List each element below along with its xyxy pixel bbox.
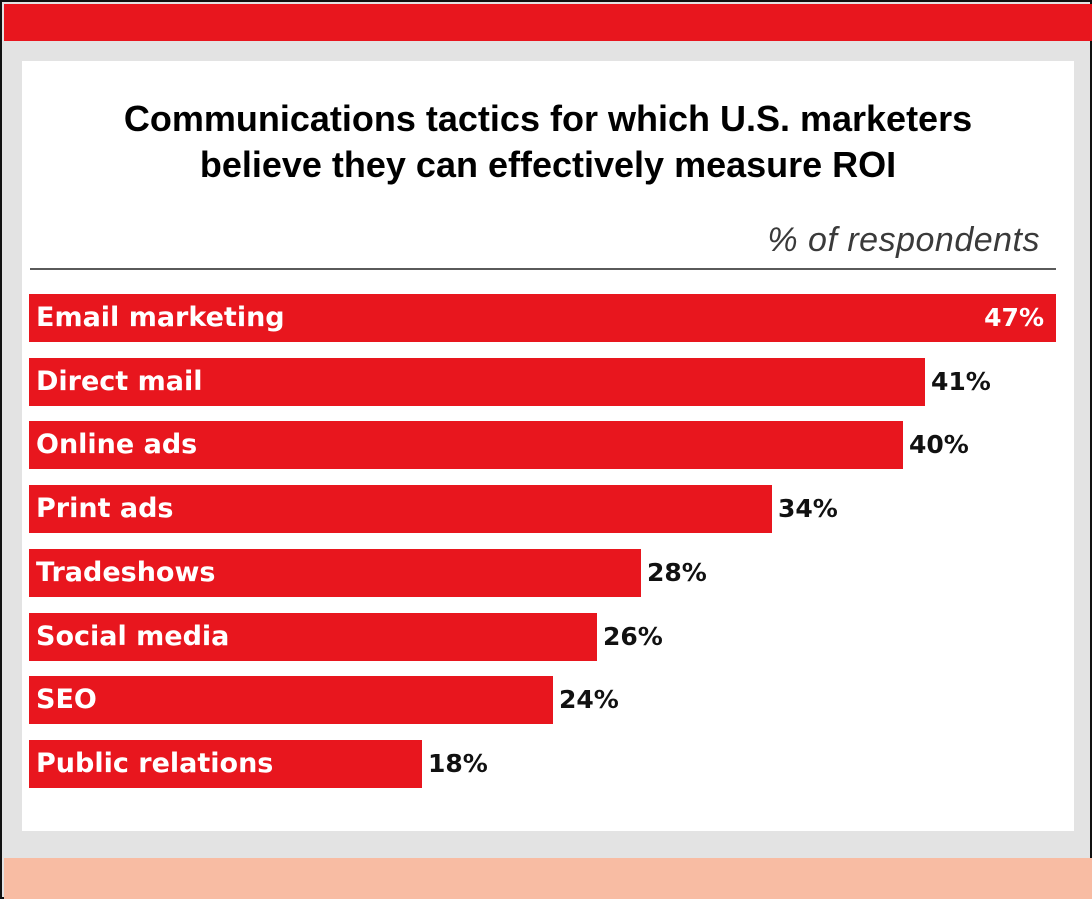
chart-title-line-1: Communications tactics for which U.S. ma… xyxy=(123,98,973,139)
bar-label-public-relations: Public relations xyxy=(36,748,274,779)
bar-value-direct-mail: 41% xyxy=(931,367,991,396)
bar-value-seo: 24% xyxy=(559,685,619,714)
bar-chart-area: Email marketing 47% Direct mail 41% Online a… xyxy=(22,61,1074,831)
bar-label-email-marketing: Email marketing xyxy=(36,302,285,333)
bar-online-ads xyxy=(29,421,903,469)
bar-label-seo: SEO xyxy=(36,684,97,715)
bar-value-public-relations: 18% xyxy=(428,749,488,778)
chart-panel: Communications tactics for which U.S. ma… xyxy=(22,61,1074,831)
bar-public-relations xyxy=(29,740,422,788)
top-accent-band xyxy=(4,4,1092,41)
bar-email-marketing xyxy=(29,294,1056,342)
bar-value-online-ads: 40% xyxy=(909,430,969,459)
chart-title-line-2: believe they can effectively measure ROI xyxy=(199,144,897,185)
chart-title: Communications tactics for which U.S. ma… xyxy=(22,96,1074,188)
bar-print-ads xyxy=(29,485,772,533)
bar-value-social-media: 26% xyxy=(603,622,663,651)
bar-value-print-ads: 34% xyxy=(778,494,838,523)
bar-label-print-ads: Print ads xyxy=(36,493,174,524)
bar-value-tradeshows: 28% xyxy=(647,558,707,587)
bottom-accent-band xyxy=(4,858,1092,899)
bar-social-media xyxy=(29,613,597,661)
bar-value-email-marketing: 47% xyxy=(984,303,1044,332)
bar-label-online-ads: Online ads xyxy=(36,429,198,460)
header-rule xyxy=(30,268,1056,270)
unit-label: % of respondents xyxy=(767,221,1040,259)
bar-label-direct-mail: Direct mail xyxy=(36,366,203,397)
bar-label-tradeshows: Tradeshows xyxy=(36,557,216,588)
bar-label-social-media: Social media xyxy=(36,621,230,652)
bar-tradeshows xyxy=(29,549,641,597)
bar-seo xyxy=(29,676,553,724)
bar-direct-mail xyxy=(29,358,925,406)
